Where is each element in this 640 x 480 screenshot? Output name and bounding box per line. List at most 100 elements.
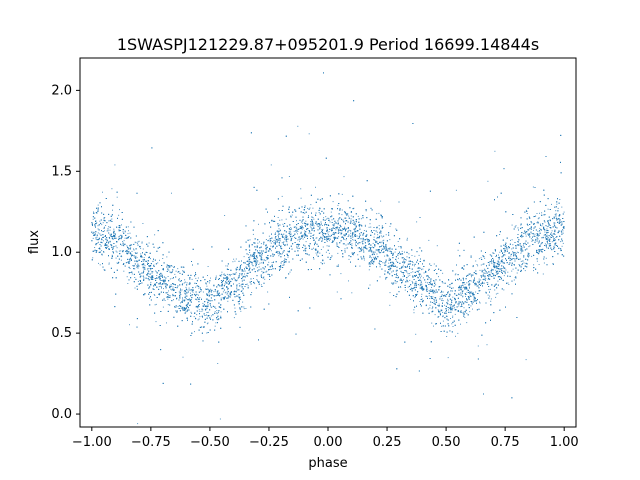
data-point [313,258,315,260]
data-point [108,220,110,222]
data-point [541,212,543,214]
data-point [136,265,138,267]
data-point [350,232,352,234]
data-point [547,237,549,239]
data-point [315,237,317,239]
data-point [386,276,388,278]
data-point [256,267,258,269]
data-point [157,262,159,264]
data-point [150,281,152,283]
data-point [470,255,472,257]
data-point [172,293,174,295]
data-point [451,323,453,325]
data-point [234,307,236,309]
data-point [516,272,518,274]
data-point [226,281,228,283]
data-point [479,290,481,292]
data-point [438,316,440,317]
data-point [414,296,416,298]
data-point [412,271,414,273]
data-point [290,231,292,233]
data-point [562,230,564,232]
data-point [234,260,236,262]
data-point [282,234,284,236]
data-point [186,292,188,294]
data-point [406,271,408,273]
data-point [322,228,324,230]
data-point [368,226,370,228]
data-point [473,301,474,303]
data-point [537,230,539,232]
data-point [95,237,97,239]
data-point [562,232,564,234]
data-point [202,309,204,311]
data-point [142,252,143,254]
data-point [536,222,538,224]
data-point [201,310,203,312]
data-point [288,251,289,253]
data-point [416,221,418,223]
data-point [539,227,541,229]
data-point [368,240,370,242]
data-point [200,291,202,293]
data-point [473,298,475,300]
data-point [490,298,492,300]
data-point [534,240,536,242]
data-point [357,254,359,256]
data-point [519,258,521,260]
data-point [455,273,457,275]
data-point [550,244,551,246]
data-point [302,238,304,240]
data-point [403,279,404,281]
data-point [124,265,126,267]
data-point [399,279,401,281]
data-point [544,237,546,239]
data-point [457,279,459,281]
data-point [404,251,405,253]
data-point [168,269,170,271]
data-point [338,229,340,231]
data-point [254,255,256,257]
data-point [477,265,479,267]
data-point [531,233,533,234]
data-point [101,242,103,244]
data-point [525,209,527,211]
data-point [521,247,523,249]
data-point [357,247,359,249]
data-point [294,237,296,239]
data-point [95,223,97,224]
data-point [355,221,357,223]
data-point [171,192,172,194]
data-point [174,273,176,275]
data-point [344,248,346,250]
data-point [216,313,218,315]
data-point [277,234,279,236]
data-point [468,298,469,300]
data-point [504,273,506,275]
data-point [363,249,365,251]
data-point [524,270,526,272]
data-point [198,318,200,320]
data-point [418,270,420,271]
data-point [336,222,338,224]
data-point [229,279,231,281]
data-point [348,215,350,217]
data-point [474,299,476,301]
data-point [376,213,378,215]
data-point [330,211,332,213]
data-point [528,255,530,257]
data-point [320,249,322,250]
data-point [464,317,466,318]
data-point [480,279,482,281]
data-point [401,250,403,252]
data-point [449,294,451,296]
data-point [153,294,155,295]
data-point [376,231,378,233]
data-point [499,262,501,264]
data-point [513,279,515,281]
data-point [411,280,413,282]
data-point [559,221,561,223]
data-point [180,307,182,309]
data-point [127,233,129,235]
data-point [425,284,427,286]
